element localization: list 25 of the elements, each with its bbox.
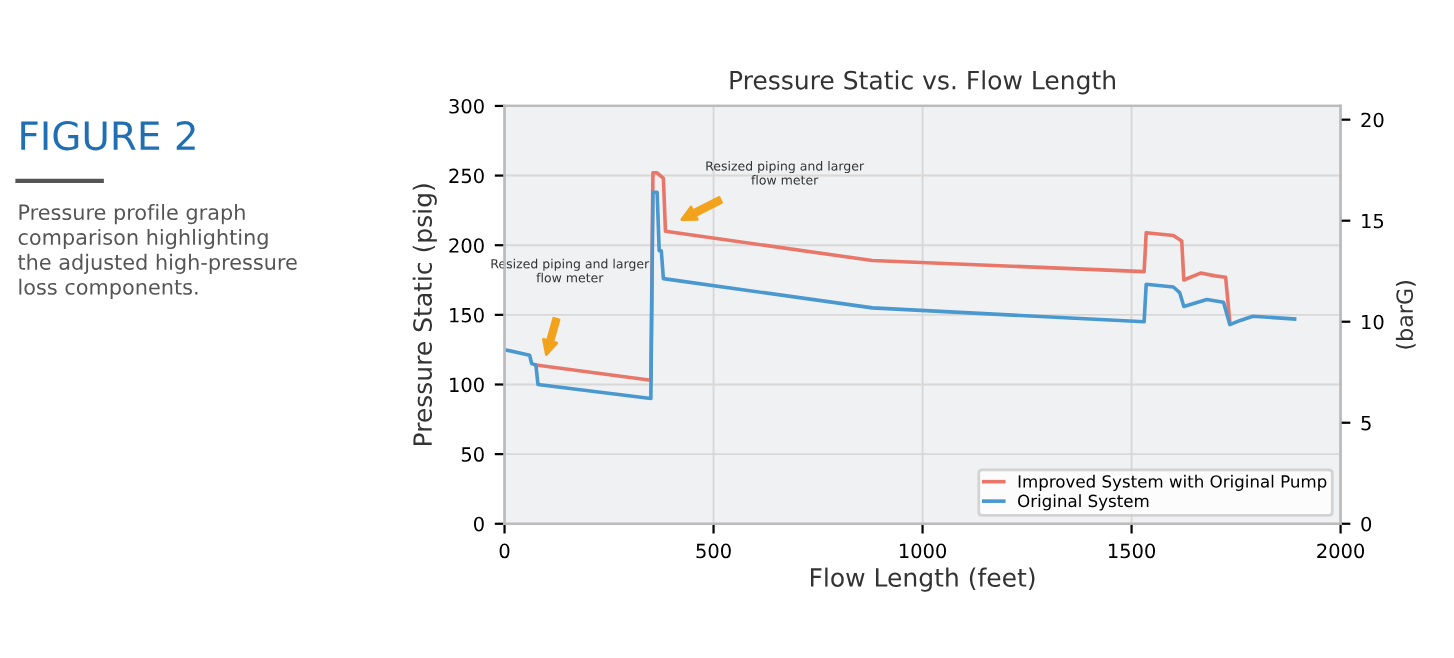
- x-axis-title: Flow Length (feet): [810, 567, 1035, 592]
- y-tick-label: 250: [449, 168, 484, 184]
- x-tick-label: 2000: [1317, 543, 1365, 559]
- y2-tick-label: 0: [1361, 516, 1372, 532]
- x-tick-label: 0: [499, 543, 510, 559]
- legend-label: Improved System with Original Pump: [1018, 474, 1327, 491]
- x-tick-label: 1500: [1108, 543, 1156, 559]
- y2-tick-label: 20: [1361, 112, 1384, 128]
- legend-label: Original System: [1018, 494, 1149, 511]
- y2-tick-label: 15: [1362, 213, 1384, 229]
- chart-title: Pressure Static vs. Flow Length: [730, 70, 1115, 95]
- y-tick-label: 300: [449, 98, 484, 114]
- x-tick-label: 1000: [899, 543, 947, 559]
- y2-tick-label: 5: [1361, 415, 1371, 431]
- x-tick-label: 500: [696, 543, 731, 559]
- y-tick-label: 100: [450, 377, 484, 393]
- y-tick-label: 50: [461, 447, 484, 462]
- y2-tick-label: 10: [1362, 314, 1384, 330]
- y2-axis-title: (barG): [1395, 281, 1416, 349]
- y-tick-label: 0: [474, 516, 484, 532]
- y-axis-title: Pressure Static (psig): [412, 184, 437, 446]
- text: Pressure profile graph comparison highlighting the adjusted high-pressure loss components.: [18, 203, 297, 299]
- y-tick-label: 150: [450, 307, 484, 323]
- y-tick-label: 200: [449, 238, 484, 253]
- caption: FIGURE 2: [21, 120, 195, 151]
